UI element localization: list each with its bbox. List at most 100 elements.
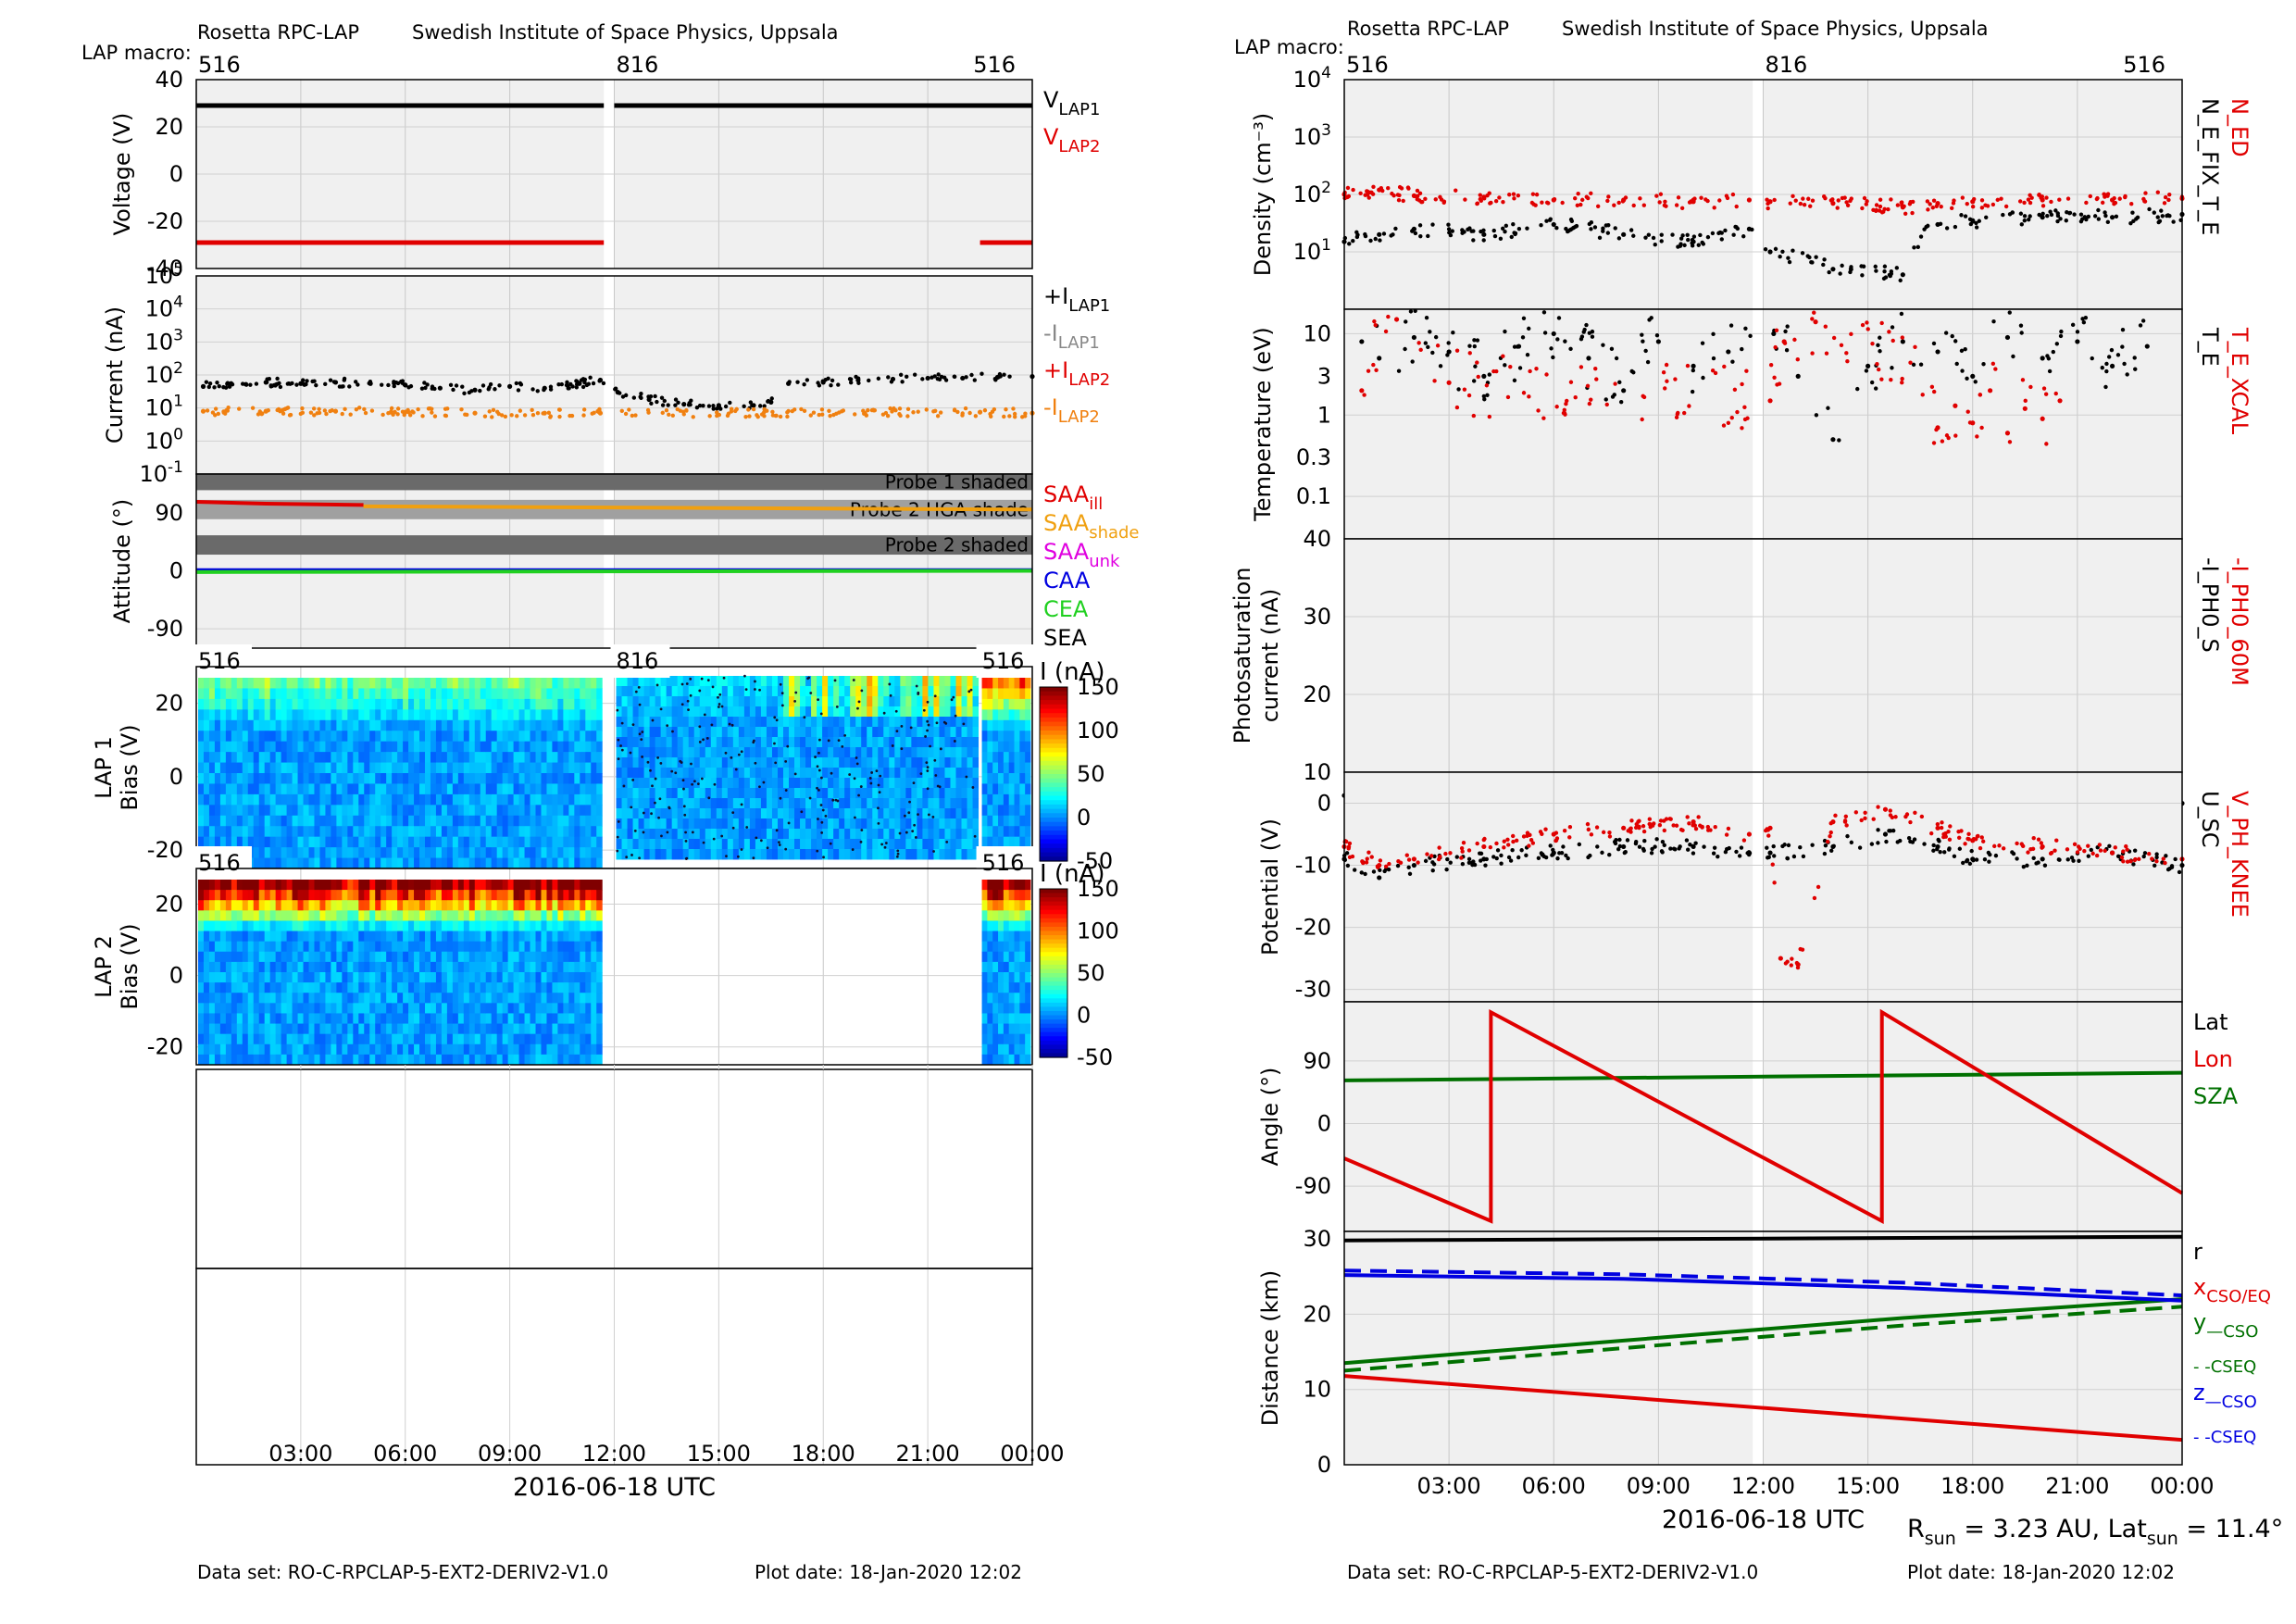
sweep-cell (743, 737, 751, 748)
sweep-cell (403, 709, 409, 721)
data-point (490, 415, 494, 419)
sweep-cell (591, 900, 597, 911)
sweep-cell (281, 993, 288, 1004)
sweep-cell (485, 1033, 493, 1045)
sweep-cell (303, 900, 310, 911)
sweep-cell (314, 1043, 320, 1056)
sweep-cell (208, 815, 216, 827)
sweep-cell (889, 788, 895, 799)
sweep-cell (369, 762, 376, 774)
y-tick-label: 0 (169, 764, 183, 790)
sweep-cell (541, 773, 547, 784)
sweep-cell (292, 1033, 299, 1045)
data-point (827, 408, 831, 413)
sweep-cell (364, 731, 370, 743)
sweep-dot (926, 700, 930, 704)
sweep-cell (325, 910, 331, 921)
sweep-cell (568, 900, 575, 911)
sweep-cell (231, 678, 238, 689)
sweep-cell (1019, 783, 1026, 795)
sweep-cell (878, 717, 884, 728)
sweep-cell (833, 839, 840, 850)
colorbar-cell (1040, 704, 1067, 710)
sweep-cell (297, 709, 305, 721)
sweep-cell (435, 826, 443, 838)
sweep-cell (867, 676, 873, 687)
sweep-cell (446, 900, 454, 911)
sweep-cell (777, 706, 784, 718)
shaded-band-label: Probe 2 shaded (885, 534, 1029, 556)
sweep-cell (225, 815, 232, 827)
sweep-cell (347, 1023, 354, 1035)
sweep-cell (369, 993, 376, 1004)
sweep-cell (530, 1054, 537, 1066)
sweep-cell (242, 1033, 249, 1045)
sweep-cell (627, 717, 634, 728)
sweep-cell (917, 829, 923, 840)
sweep-cell (247, 773, 255, 784)
sweep-cell (463, 719, 470, 731)
rsun-annotation: Rsun = 3.23 AU, Latsun = 11.4° (1907, 1515, 2283, 1549)
sweep-cell (749, 727, 756, 738)
sweep-cell (485, 1054, 493, 1066)
data-point (830, 378, 835, 383)
sweep-cell (955, 788, 963, 799)
sweep-cell (867, 727, 873, 738)
sweep-cell (693, 849, 701, 860)
sweep-cell (474, 815, 481, 827)
colorbar-tick-label: 150 (1077, 674, 1119, 700)
sweep-cell (208, 826, 216, 838)
sweep-cell (264, 719, 271, 731)
sweep-cell (627, 839, 634, 850)
sweep-dot (938, 785, 942, 789)
sweep-cell (331, 1054, 337, 1066)
sweep-cell (446, 993, 454, 1004)
sweep-dot (656, 756, 660, 759)
sweep-cell (552, 857, 558, 869)
sweep-cell (939, 717, 945, 728)
sweep-cell (771, 696, 779, 707)
sweep-cell (894, 717, 901, 728)
sweep-cell (247, 931, 255, 943)
sweep-cell (303, 678, 310, 689)
sweep-cell (264, 1003, 271, 1014)
sweep-cell (214, 836, 221, 848)
sweep-cell (264, 773, 271, 784)
colorbar-cell (1040, 687, 1067, 693)
sweep-cell (955, 727, 963, 738)
sweep-cell (777, 818, 784, 830)
data-point (302, 382, 307, 387)
data-point (201, 384, 206, 390)
sweep-cell (535, 836, 542, 848)
sweep-dot (904, 814, 906, 818)
sweep-cell (721, 706, 729, 718)
sweep-cell (992, 731, 999, 743)
sweep-cell (535, 688, 542, 700)
sweep-cell (214, 961, 221, 973)
sweep-cell (342, 762, 348, 774)
sweep-cell (480, 982, 487, 993)
sweep-cell (1003, 890, 1010, 901)
sweep-cell (998, 880, 1004, 891)
sweep-cell (727, 727, 734, 738)
data-point (250, 406, 256, 410)
sweep-cell (485, 993, 493, 1004)
y-axis-label: Voltage (V) (109, 113, 135, 236)
sweep-cell (208, 1003, 216, 1014)
sweep-cell (419, 890, 426, 901)
sweep-cell (414, 709, 420, 721)
sweep-cell (319, 847, 326, 859)
sweep-cell (281, 719, 288, 731)
sweep-cell (441, 931, 448, 943)
sweep-cell (303, 731, 310, 743)
data-point (762, 414, 767, 418)
sweep-cell (463, 1013, 470, 1025)
sweep-cell (253, 900, 260, 911)
sweep-dot (818, 738, 821, 742)
colorbar-cell (1040, 713, 1067, 718)
sweep-cell (518, 951, 526, 963)
sweep-cell (336, 688, 343, 700)
sweep-cell (655, 839, 662, 850)
data-point (487, 385, 492, 390)
